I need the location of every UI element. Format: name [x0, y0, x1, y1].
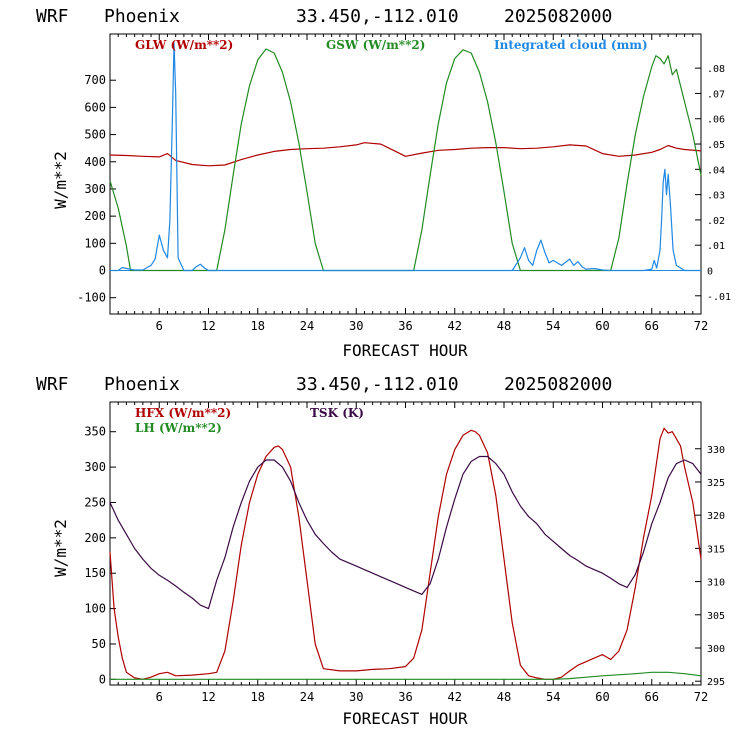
y-tick-label: 300: [84, 460, 106, 474]
y-tick-label: 50: [92, 637, 106, 651]
y2-tick-label: .04: [707, 165, 725, 176]
y-tick-label: 0: [99, 672, 106, 686]
x-tick-label: 60: [595, 690, 609, 704]
x-tick-label: 36: [398, 690, 412, 704]
series-line-lh: [110, 671, 702, 680]
x-ticks: 6 12 18 24 30 36 42 48 54 60 66 72: [117, 402, 708, 704]
header-model: WRF: [36, 6, 69, 27]
y-tick-label: 350: [84, 425, 106, 439]
y2-tick-label: 305: [707, 611, 725, 622]
legend-lh: LH (W/m**2): [135, 421, 222, 435]
y2-tick-label: 310: [707, 578, 725, 589]
header-model: WRF: [36, 374, 69, 395]
x-tick-label: 6: [156, 690, 163, 704]
series-group: [109, 427, 702, 680]
y-tick-label: 400: [84, 155, 106, 169]
plot-frame: [109, 401, 702, 686]
x-tick-label: 18: [251, 690, 265, 704]
series-line-gsw: [109, 48, 702, 272]
x-tick-label: 72: [694, 690, 708, 704]
x-tick-label: 60: [595, 319, 609, 333]
x-tick-label: 42: [448, 319, 462, 333]
y-tick-label: 200: [84, 209, 106, 223]
y-axis-label: W/m**2: [51, 151, 70, 209]
y2-tick-label: .02: [707, 216, 725, 227]
legend-cloud: Integrated cloud (mm): [494, 38, 648, 52]
y2-tick-label: 300: [707, 644, 725, 655]
y2-ticks: -.01 0 .01 .02 .03 .04 .05 .06 .07 .08: [695, 64, 731, 303]
y2-tick-label: 0: [707, 266, 713, 277]
y2-tick-label: 325: [707, 478, 725, 489]
series-group: [109, 42, 702, 272]
header-init: 2025082000: [504, 374, 612, 395]
panel-1: WRF Phoenix 33.450,-112.010 2025082000 6…: [36, 6, 731, 360]
y2-ticks: 295 300 305 310 315 320 325 330: [695, 445, 725, 688]
y2-tick-label: .01: [707, 241, 725, 252]
y-ticks: -100 0 100 200 300 400 500 600 700: [77, 73, 116, 305]
series-line-glw: [109, 142, 702, 167]
x-tick-label: 18: [251, 319, 265, 333]
y-tick-label: 0: [99, 264, 106, 278]
y2-tick-label: .03: [707, 191, 725, 202]
x-tick-label: 66: [645, 690, 659, 704]
y2-tick-label: 330: [707, 445, 725, 456]
series-line-integrated: [110, 42, 701, 272]
y-tick-label: -100: [77, 291, 106, 305]
header-init: 2025082000: [504, 6, 612, 27]
x-tick-label: 54: [546, 319, 560, 333]
series-line-tsk: [109, 455, 702, 610]
y2-tick-label: 295: [707, 677, 725, 688]
panel-2: WRF Phoenix 33.450,-112.010 2025082000 6…: [36, 374, 725, 728]
x-tick-label: 66: [645, 319, 659, 333]
x-tick-label: 6: [156, 319, 163, 333]
y2-tick-label: .07: [707, 89, 725, 100]
y-axis-label: W/m**2: [51, 519, 70, 577]
legend-hfx: HFX (W/m**2): [135, 406, 231, 420]
header-coords: 33.450,-112.010: [296, 6, 459, 27]
x-tick-label: 30: [349, 690, 363, 704]
x-tick-label: 12: [201, 319, 215, 333]
header-coords: 33.450,-112.010: [296, 374, 459, 395]
legend-glw: GLW (W/m**2): [135, 38, 233, 52]
x-tick-label: 24: [300, 319, 314, 333]
y-tick-label: 500: [84, 128, 106, 142]
y2-tick-label: .06: [707, 115, 725, 126]
x-tick-label: 30: [349, 319, 363, 333]
x-tick-label: 48: [497, 319, 511, 333]
y2-tick-label: .08: [707, 64, 725, 75]
y-ticks: 0 50 100 150 200 250 300 350: [84, 425, 116, 686]
x-tick-label: 12: [201, 690, 215, 704]
plot-frame: [109, 33, 702, 315]
x-ticks: 6 12 18 24 30 36 42 48 54 60 66 72: [110, 34, 708, 333]
x-axis-label: FORECAST HOUR: [342, 709, 468, 728]
y2-tick-label: 320: [707, 511, 725, 522]
y2-tick-label: .05: [707, 140, 725, 151]
x-tick-label: 36: [398, 319, 412, 333]
header-station: Phoenix: [104, 6, 180, 27]
y2-tick-label: -.01: [707, 292, 731, 303]
legend-gsw: GSW (W/m**2): [326, 38, 425, 52]
y2-tick-label: 315: [707, 544, 725, 555]
x-tick-label: 42: [448, 690, 462, 704]
y-tick-label: 250: [84, 495, 106, 509]
series-line-hfx: [109, 427, 702, 680]
y-tick-label: 100: [84, 236, 106, 250]
y-tick-label: 700: [84, 73, 106, 87]
legend-tsk: TSK (K): [310, 406, 364, 420]
y-tick-label: 300: [84, 182, 106, 196]
y-tick-label: 600: [84, 100, 106, 114]
y-tick-label: 200: [84, 531, 106, 545]
x-tick-label: 72: [694, 319, 708, 333]
x-tick-label: 54: [546, 690, 560, 704]
x-tick-label: 48: [497, 690, 511, 704]
x-axis-label: FORECAST HOUR: [342, 341, 468, 360]
y-tick-label: 100: [84, 602, 106, 616]
y-tick-label: 150: [84, 566, 106, 580]
x-tick-label: 24: [300, 690, 314, 704]
header-station: Phoenix: [104, 374, 180, 395]
